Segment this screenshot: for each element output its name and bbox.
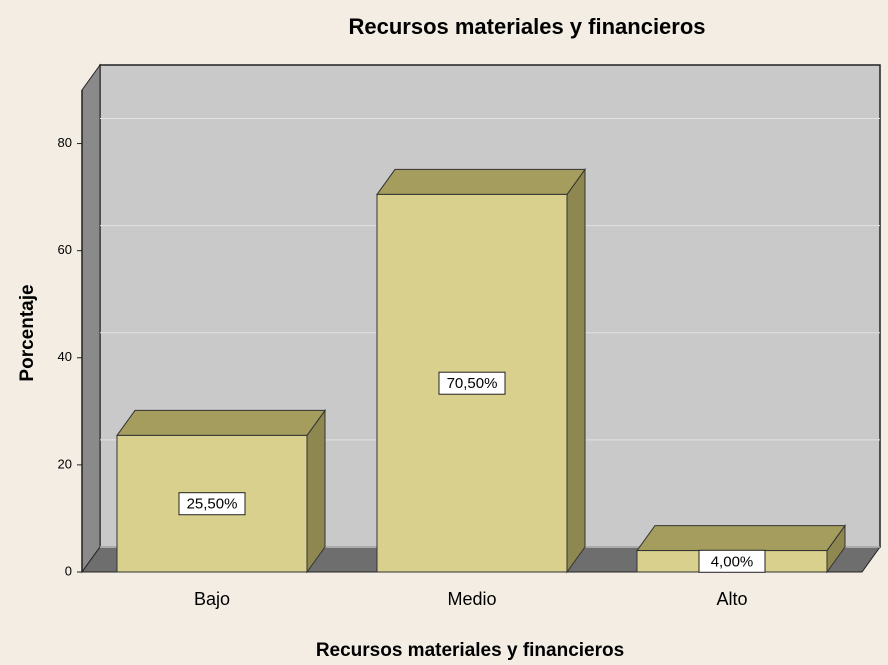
- y-tick-label: 20: [58, 456, 72, 471]
- x-tick-label: Bajo: [194, 589, 230, 609]
- y-tick-label: 0: [65, 563, 72, 578]
- data-label: 70,50%: [447, 375, 498, 392]
- y-tick-label: 40: [58, 349, 72, 364]
- x-tick-label: Medio: [447, 589, 496, 609]
- data-label: 4,00%: [711, 553, 754, 570]
- y-axis-label: Porcentaje: [17, 284, 38, 381]
- bar: [116, 408, 326, 574]
- data-label-box: [178, 492, 246, 516]
- y-tick-label: 80: [58, 135, 72, 150]
- y-tick-label: 60: [58, 242, 72, 257]
- bar-top: [116, 409, 326, 436]
- data-label-box: [698, 549, 766, 573]
- data-label: 25,50%: [187, 496, 238, 513]
- bar: [376, 167, 586, 574]
- bar-side: [566, 167, 586, 574]
- data-label-box: [438, 371, 506, 395]
- bar-top: [636, 525, 846, 552]
- x-tick-label: Alto: [716, 589, 747, 609]
- chart-title: Recursos materiales y financieros: [348, 14, 705, 39]
- left-wall: [81, 63, 101, 574]
- x-axis-label: Recursos materiales y financieros: [316, 640, 624, 661]
- bar-top: [376, 168, 586, 195]
- bar-side: [306, 408, 326, 574]
